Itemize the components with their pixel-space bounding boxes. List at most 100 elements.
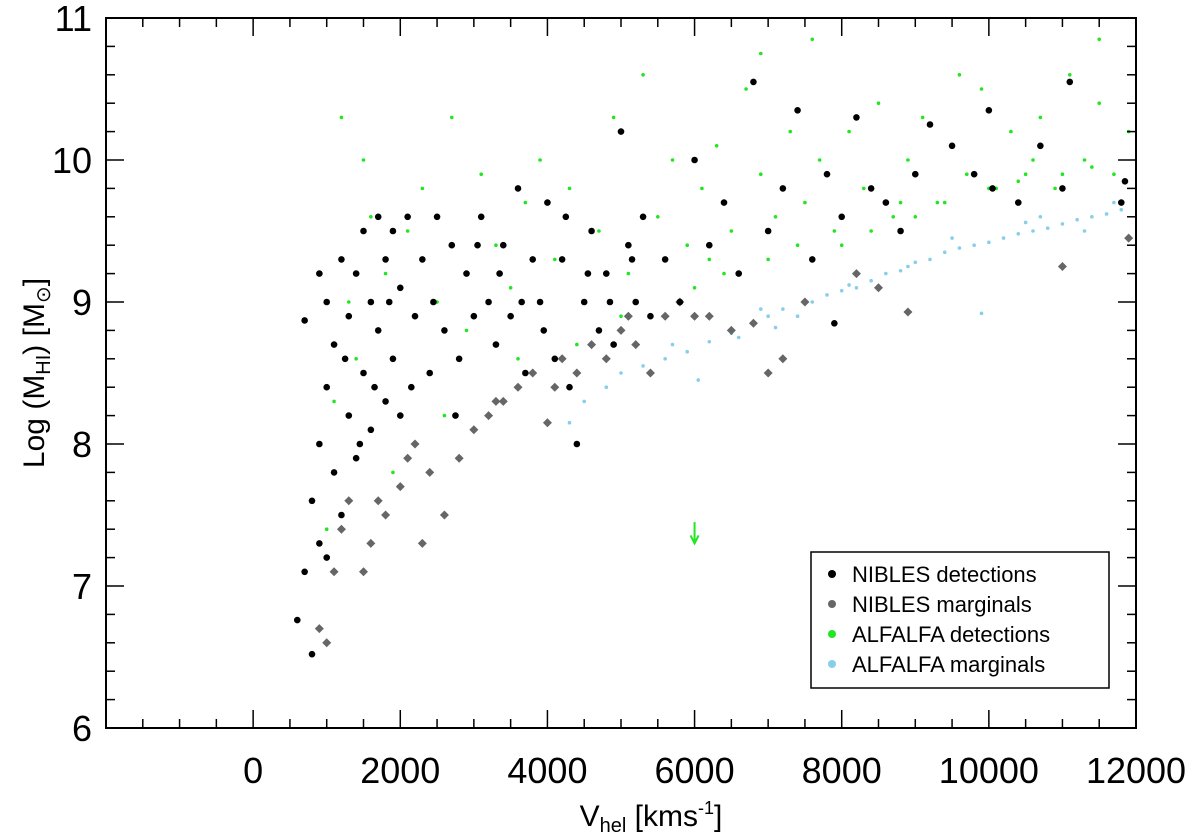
data-point bbox=[464, 328, 469, 333]
data-point bbox=[926, 121, 934, 128]
data-point bbox=[623, 311, 633, 321]
data-point bbox=[308, 497, 316, 505]
data-point bbox=[514, 185, 522, 192]
data-point bbox=[551, 355, 559, 363]
data-point bbox=[597, 229, 601, 233]
data-point bbox=[795, 243, 800, 247]
data-point bbox=[383, 271, 388, 276]
data-point bbox=[385, 298, 393, 306]
data-point bbox=[1037, 142, 1044, 150]
data-point bbox=[371, 383, 378, 391]
data-point bbox=[374, 213, 382, 221]
data-point bbox=[979, 87, 984, 91]
y-tick-label: 6 bbox=[72, 708, 92, 749]
data-point bbox=[779, 185, 787, 192]
data-point bbox=[341, 355, 349, 363]
data-point bbox=[1117, 199, 1125, 206]
data-point bbox=[1104, 212, 1109, 216]
x-tick-label: 8000 bbox=[802, 750, 882, 791]
data-point bbox=[308, 650, 316, 658]
data-point bbox=[655, 215, 660, 219]
data-point bbox=[1016, 232, 1021, 236]
legend-label-nibles-marginals: NIBLES marginals bbox=[852, 592, 1032, 617]
data-point bbox=[729, 229, 734, 233]
data-point bbox=[389, 355, 397, 363]
data-point bbox=[676, 298, 684, 306]
data-point bbox=[726, 325, 736, 335]
data-point bbox=[346, 300, 351, 304]
data-point bbox=[426, 369, 434, 377]
data-point bbox=[361, 158, 366, 162]
data-point bbox=[611, 115, 616, 120]
data-point bbox=[942, 250, 947, 255]
data-point bbox=[1097, 101, 1102, 105]
x-tick-label: 12000 bbox=[1086, 750, 1186, 791]
data-point bbox=[803, 200, 807, 205]
data-point bbox=[685, 349, 690, 354]
legend-label-alfalfa-marginals: ALFALFA marginals bbox=[852, 652, 1045, 677]
data-point bbox=[898, 268, 903, 273]
data-point bbox=[861, 186, 866, 191]
data-point bbox=[1057, 262, 1067, 271]
legend-marker-alfalfa-marginals bbox=[828, 660, 836, 668]
data-point bbox=[1031, 229, 1035, 233]
data-point bbox=[670, 342, 675, 347]
data-point bbox=[1112, 172, 1116, 176]
data-point bbox=[550, 382, 560, 392]
x-tick-label: 2000 bbox=[360, 750, 440, 791]
data-point bbox=[876, 101, 881, 105]
data-point bbox=[1121, 178, 1129, 185]
data-point bbox=[523, 200, 528, 205]
data-point bbox=[1001, 236, 1006, 240]
series-alfalfa-marginals bbox=[567, 200, 1124, 425]
data-point bbox=[441, 327, 448, 334]
data-point bbox=[707, 339, 712, 344]
data-point bbox=[558, 256, 566, 263]
series-nibles-marginals bbox=[314, 233, 1134, 648]
data-point bbox=[538, 158, 542, 162]
data-point bbox=[619, 371, 623, 375]
data-point bbox=[316, 270, 323, 277]
data-point bbox=[344, 496, 354, 506]
data-point bbox=[641, 73, 645, 77]
data-point bbox=[625, 241, 632, 249]
data-point bbox=[373, 496, 383, 506]
data-point bbox=[455, 355, 463, 363]
data-point bbox=[411, 312, 419, 320]
data-point bbox=[381, 510, 391, 520]
data-point bbox=[832, 229, 837, 233]
legend-marker-nibles-marginals bbox=[828, 600, 836, 608]
data-point bbox=[528, 368, 538, 378]
data-point bbox=[773, 215, 778, 219]
data-point bbox=[491, 396, 501, 406]
data-point bbox=[647, 312, 654, 320]
x-tick-label: 10000 bbox=[939, 750, 1039, 791]
data-point bbox=[1031, 158, 1035, 162]
data-point bbox=[354, 357, 358, 361]
data-point bbox=[987, 240, 991, 245]
data-point bbox=[700, 186, 704, 191]
data-point bbox=[448, 241, 456, 249]
data-point bbox=[338, 511, 345, 519]
data-point bbox=[322, 638, 332, 648]
data-point bbox=[403, 453, 413, 463]
data-point bbox=[758, 172, 763, 176]
legend-box bbox=[810, 551, 1110, 689]
data-point bbox=[1060, 222, 1065, 226]
annotation-layer bbox=[689, 522, 700, 546]
data-point bbox=[314, 624, 324, 634]
data-point bbox=[601, 354, 611, 364]
data-point bbox=[794, 107, 801, 114]
data-point bbox=[323, 554, 331, 561]
data-point bbox=[1082, 229, 1087, 233]
tick-labels-layer: 0 2000 4000 6000 8000 10000 12000 6 7 8 9 10 11 bbox=[52, 0, 1186, 791]
data-point bbox=[588, 227, 595, 235]
data-point bbox=[839, 243, 844, 247]
data-point bbox=[477, 213, 485, 221]
data-point bbox=[396, 284, 404, 292]
data-point bbox=[330, 469, 338, 476]
data-point bbox=[817, 158, 822, 162]
data-point bbox=[575, 342, 579, 347]
data-point bbox=[847, 283, 851, 287]
data-point bbox=[720, 199, 728, 206]
